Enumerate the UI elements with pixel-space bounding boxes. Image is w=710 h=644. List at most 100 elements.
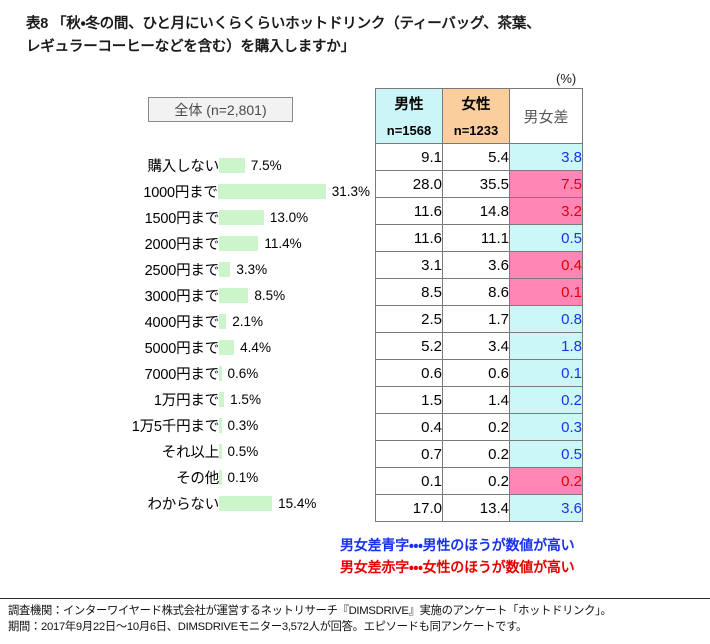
cell-male-value: 5.2 <box>375 332 443 360</box>
cell-gender-diff-value: 7.5 <box>509 170 583 198</box>
cell-female-value: 35.5 <box>442 170 510 198</box>
chart-bar <box>219 287 249 303</box>
table-row: 3.1 3.6 0.4 <box>375 251 583 279</box>
chart-bar-value: 13.0% <box>269 209 309 225</box>
cell-female-value: 3.6 <box>442 251 510 279</box>
chart-bar-value: 0.6% <box>227 365 259 381</box>
chart-bar-wrap: 1.5% <box>219 386 370 412</box>
cell-gender-diff-value: 0.1 <box>509 359 583 387</box>
chart-row: 1万5千円まで 0.3% <box>0 412 370 438</box>
chart-row: 2000円まで 11.4% <box>0 230 370 256</box>
chart-row-label: 7000円まで <box>144 366 220 383</box>
cell-gender-diff-value: 0.4 <box>509 251 583 279</box>
footer-note: 調査機関：インターワイヤード株式会社が運営するネットリサーチ『DIMSDRIVE… <box>8 603 708 635</box>
chart-row-label: 1500円まで <box>144 210 220 227</box>
chart-row: 5000円まで 4.4% <box>0 334 370 360</box>
chart-bar-wrap: 2.1% <box>219 308 370 334</box>
cell-male-value: 28.0 <box>375 170 443 198</box>
cell-male-value: 11.6 <box>375 197 443 225</box>
cell-gender-diff-value: 3.6 <box>509 494 583 522</box>
chart-bar <box>219 365 222 381</box>
chart-row-label: 1万円まで <box>153 392 219 409</box>
column-header-female: 女性 <box>442 88 510 117</box>
chart-bar-wrap: 0.6% <box>219 360 370 386</box>
table-row: 2.5 1.7 0.8 <box>375 305 583 333</box>
table-header-n-row: n=1568 n=1233 <box>375 117 583 144</box>
chart-row-label: それ以上 <box>161 444 219 461</box>
cell-male-value: 2.5 <box>375 305 443 333</box>
chart-bar-wrap: 4.4% <box>219 334 370 360</box>
cell-gender-diff-value: 0.3 <box>509 413 583 441</box>
cell-female-value: 1.7 <box>442 305 510 333</box>
cell-female-value: 11.1 <box>442 224 510 252</box>
cell-male-value: 0.4 <box>375 413 443 441</box>
table-row: 1.5 1.4 0.2 <box>375 386 583 414</box>
cell-female-value: 1.4 <box>442 386 510 414</box>
column-header-male: 男性 <box>375 88 443 117</box>
page-title: 表8 「秋・冬の間、ひと月にいくらくらいホットドリンク（ティーバッグ、茶葉、 レ… <box>26 13 686 59</box>
table-body: 9.1 5.4 3.8 28.0 35.5 7.5 11.6 14.8 3.2 11.6 11.1 0… <box>375 143 583 522</box>
chart-bar-wrap: 0.1% <box>219 464 370 490</box>
chart-bar-value: 3.3% <box>236 261 268 277</box>
cell-female-value: 3.4 <box>442 332 510 360</box>
cell-gender-diff-value: 3.8 <box>509 143 583 171</box>
chart-bar <box>219 157 245 173</box>
gender-breakdown-table: 男性 女性 男女差 n=1568 n=1233 9.1 5.4 3.8 28.0 35.… <box>375 88 583 522</box>
chart-row: 4000円まで 2.1% <box>0 308 370 334</box>
chart-bar-value: 15.4% <box>278 495 317 511</box>
chart-bar-wrap: 13.0% <box>219 204 370 230</box>
chart-row-label: 4000円まで <box>144 314 220 331</box>
percent-unit-label: (%) <box>556 71 577 86</box>
chart-bar <box>219 495 273 511</box>
cell-male-value: 0.1 <box>375 467 443 495</box>
chart-bar-wrap: 31.3% <box>217 178 370 204</box>
chart-row-label: 購入しない <box>147 158 220 175</box>
chart-bar-value: 2.1% <box>232 313 264 329</box>
cell-gender-diff-value: 0.2 <box>509 386 583 414</box>
chart-row-label: わからない <box>147 496 220 513</box>
chart-bar-value: 1.5% <box>230 391 261 407</box>
chart-bar-value: 11.4% <box>264 235 302 251</box>
column-header-male-n: n=1568 <box>375 117 443 144</box>
chart-row: それ以上 0.5% <box>0 438 370 464</box>
chart-row-label: 3000円まで <box>144 288 220 305</box>
cell-male-value: 17.0 <box>375 494 443 522</box>
chart-bar-value: 31.3% <box>331 183 370 199</box>
chart-bar-value: 0.5% <box>227 443 259 459</box>
chart-row: わからない 15.4% <box>0 490 370 516</box>
cell-female-value: 5.4 <box>442 143 510 171</box>
column-header-female-n: n=1233 <box>442 117 510 144</box>
table-row: 5.2 3.4 1.8 <box>375 332 583 360</box>
chart-bar-wrap: 11.4% <box>219 230 370 256</box>
cell-male-value: 3.1 <box>375 251 443 279</box>
footer-divider <box>0 598 710 600</box>
legend-female-higher: 男女差赤字・・・女性のほうが数値が高い <box>340 559 575 575</box>
legend-male-higher: 男女差青字・・・男性のほうが数値が高い <box>340 537 575 553</box>
table-row: 8.5 8.6 0.1 <box>375 278 583 306</box>
chart-row: 1万円まで 1.5% <box>0 386 370 412</box>
chart-bar <box>219 417 222 433</box>
cell-gender-diff-value: 0.1 <box>509 278 583 306</box>
chart-bar-wrap: 7.5% <box>219 152 370 178</box>
cell-male-value: 1.5 <box>375 386 443 414</box>
chart-row-label: 1000円まで <box>143 184 218 201</box>
chart-row: 1500円まで 13.0% <box>0 204 370 230</box>
title-line-1: 表8 「秋・冬の間、ひと月にいくらくらいホットドリンク（ティーバッグ、茶葉、 <box>26 16 541 32</box>
chart-row: 3000円まで 8.5% <box>0 282 370 308</box>
chart-bar <box>219 235 259 251</box>
column-header-gender-diff: 男女差 <box>509 88 583 144</box>
cell-female-value: 0.2 <box>442 467 510 495</box>
cell-female-value: 13.4 <box>442 494 510 522</box>
cell-gender-diff-value: 0.2 <box>509 467 583 495</box>
cell-female-value: 0.2 <box>442 413 510 441</box>
chart-bar <box>219 391 225 407</box>
chart-bar-value: 8.5% <box>254 287 286 303</box>
chart-bar <box>219 469 222 485</box>
footer-line-1: 調査機関：インターワイヤード株式会社が運営するネットリサーチ『DIMSDRIVE… <box>8 605 612 617</box>
cell-gender-diff-value: 0.5 <box>509 440 583 468</box>
chart-row: その他 0.1% <box>0 464 370 490</box>
chart-bar-wrap: 0.5% <box>219 438 370 464</box>
chart-bar-wrap: 15.4% <box>219 490 370 516</box>
cell-gender-diff-value: 0.8 <box>509 305 583 333</box>
table-row: 0.4 0.2 0.3 <box>375 413 583 441</box>
